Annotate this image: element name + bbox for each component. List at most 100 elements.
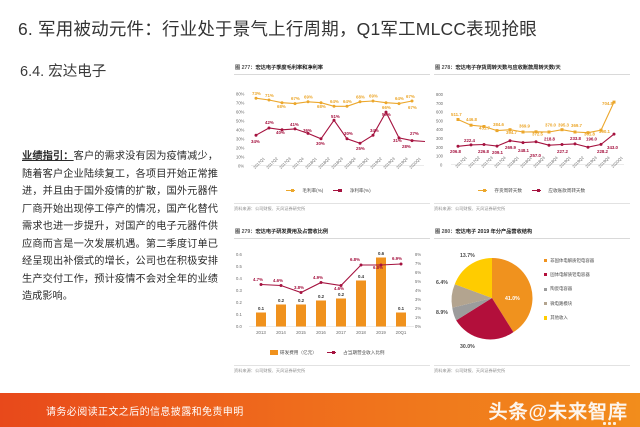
legend-item-net-margin: 净利率(%) <box>333 188 371 194</box>
chart-number-280: 图 280： <box>435 229 456 235</box>
svg-text:0: 0 <box>440 162 443 167</box>
legend-label: 占当期营业收入比例 <box>343 349 385 355</box>
svg-text:446.8: 446.8 <box>466 117 478 122</box>
svg-text:209.1: 209.1 <box>492 150 504 155</box>
svg-text:0%: 0% <box>238 163 244 168</box>
svg-text:2018: 2018 <box>356 330 366 335</box>
svg-text:27%: 27% <box>410 131 419 136</box>
svg-text:343.0: 343.0 <box>607 145 619 150</box>
svg-text:28%: 28% <box>402 144 411 149</box>
svg-text:70%: 70% <box>236 100 245 105</box>
svg-text:34%: 34% <box>251 139 260 144</box>
svg-text:704.8: 704.8 <box>602 101 614 106</box>
svg-text:511.7: 511.7 <box>451 112 462 117</box>
svg-text:2019Q1: 2019Q1 <box>558 154 572 168</box>
svg-text:233.8: 233.8 <box>570 136 582 141</box>
svg-text:6.8%: 6.8% <box>373 265 383 270</box>
svg-text:42%: 42% <box>265 120 274 125</box>
svg-text:370.0: 370.0 <box>545 122 557 127</box>
legend-row: 其他收入 <box>544 315 594 321</box>
chart-title-279: 图 279：宏达电子研发费用及占营收比例 <box>234 228 430 235</box>
chart-panel-277: 图 277：宏达电子季度毛利率和净利率 80% 70% 60% 50% 40% 30%… <box>234 64 430 218</box>
page-title: 6. 军用被动元件：行业处于景气上行周期，Q1军工MLCC表现抢眼 <box>18 19 537 39</box>
chart-title-277: 图 277：宏达电子季度毛利率和净利率 <box>234 64 430 71</box>
chart-name-278: 宏达电子存货周转天数与应收账款周转天数/天 <box>455 65 561 71</box>
svg-text:64%: 64% <box>395 96 404 101</box>
svg-text:228.2: 228.2 <box>597 149 609 154</box>
svg-text:1%: 1% <box>415 315 421 320</box>
title-divider <box>234 237 430 239</box>
svg-text:257.0: 257.0 <box>530 153 542 158</box>
legend-swatch <box>544 316 548 320</box>
svg-text:20Q1: 20Q1 <box>396 330 407 335</box>
svg-text:2020Q1: 2020Q1 <box>610 154 624 168</box>
svg-text:0.6: 0.6 <box>236 252 242 257</box>
svg-text:2019Q2: 2019Q2 <box>571 154 585 168</box>
chart-legend-278: 存货周转天数 应收账款周转天数 <box>478 188 585 194</box>
chart-canvas-280: 41.0% 30.0% 8.9% 6.4% 13.7% 非固体电解质钽电容器 固… <box>434 240 630 364</box>
legend-label: 固体电解质钽电容器 <box>550 271 590 277</box>
svg-text:2%: 2% <box>415 306 421 311</box>
svg-text:30%: 30% <box>344 131 353 136</box>
title-divider <box>234 73 430 75</box>
svg-text:67%: 67% <box>408 105 417 110</box>
chart-title-278: 图 278：宏达电子存货周转天数与应收账款周转天数/天 <box>434 64 630 71</box>
svg-text:0.4: 0.4 <box>358 274 365 279</box>
svg-text:2018Q3: 2018Q3 <box>330 155 344 169</box>
svg-text:0.2: 0.2 <box>298 298 305 303</box>
legend-swatch-line <box>478 189 487 192</box>
svg-text:3%: 3% <box>415 297 421 302</box>
svg-text:2019Q2: 2019Q2 <box>369 155 383 169</box>
svg-text:8.9%: 8.9% <box>436 310 448 316</box>
watermark-logo: 头条@未来智库 <box>488 402 628 423</box>
svg-text:2019Q4: 2019Q4 <box>395 155 409 169</box>
legend-swatch-dot <box>483 188 487 193</box>
svg-text:59%: 59% <box>382 112 391 117</box>
chart-number-277: 图 277： <box>235 65 256 71</box>
svg-text:222.4: 222.4 <box>464 138 476 143</box>
legend-swatch-dot <box>536 188 541 193</box>
chart-title-280: 图 280：宏达电子 2019 年分产品营收结构 <box>434 228 630 235</box>
svg-text:2019Q4: 2019Q4 <box>597 154 611 168</box>
svg-text:71%: 71% <box>265 93 274 98</box>
svg-text:80%: 80% <box>236 91 245 96</box>
svg-text:30.0%: 30.0% <box>460 344 475 350</box>
svg-text:0.3: 0.3 <box>236 288 242 293</box>
legend-label: 毛利率(%) <box>302 187 324 193</box>
svg-text:0.2: 0.2 <box>278 298 285 303</box>
svg-text:6%: 6% <box>415 270 421 275</box>
legend-label: 微电路模块 <box>550 300 573 306</box>
legend-label: 陶瓷电容器 <box>550 286 573 292</box>
chart-name-277: 宏达电子季度毛利率和净利率 <box>255 65 323 71</box>
svg-text:369.7: 369.7 <box>571 123 583 128</box>
line-chart-278: 800 700 600 500 400 300 200 100 0 <box>436 92 624 169</box>
svg-text:40%: 40% <box>276 130 285 135</box>
chart-source-279: 资料来源：公司财报、天风证券研究所 <box>234 364 430 375</box>
svg-text:30%: 30% <box>236 136 245 141</box>
svg-text:25%: 25% <box>356 146 365 151</box>
svg-text:2017Q3: 2017Q3 <box>278 155 292 169</box>
chart-source-278: 资料来源：公司财报、天风证券研究所 <box>434 202 630 213</box>
chart-source-277: 资料来源：公司财报、天风证券研究所 <box>234 202 430 213</box>
svg-text:196.0: 196.0 <box>586 136 598 141</box>
svg-text:248.1: 248.1 <box>518 148 530 153</box>
svg-text:2018Q4: 2018Q4 <box>343 155 357 169</box>
legend-swatch-dot <box>331 350 336 355</box>
chart-number-279: 图 279： <box>235 229 256 235</box>
chart-canvas-279: 0.6 0.5 0.4 0.3 0.2 0.1 0.0 8% 7% 6% 5% 4% 3% 2%… <box>234 240 430 364</box>
svg-text:269.9: 269.9 <box>505 145 517 150</box>
legend-row: 固体电解质钽电容器 <box>544 272 594 278</box>
svg-text:384.6: 384.6 <box>493 122 505 127</box>
svg-text:2013: 2013 <box>256 330 266 335</box>
svg-text:0.0: 0.0 <box>236 324 242 329</box>
svg-text:8%: 8% <box>415 252 421 257</box>
svg-text:13.7%: 13.7% <box>460 253 475 259</box>
svg-text:60%: 60% <box>236 109 245 114</box>
paragraph-text: 客户的需求没有因为疫情减少，随着客户企业陆续复工，各项目开始正常推进，并且由于国… <box>22 151 219 303</box>
legend-row: 微电路模块 <box>544 301 594 307</box>
svg-text:4.7%: 4.7% <box>253 277 263 282</box>
svg-text:3.8%: 3.8% <box>294 285 304 290</box>
svg-text:394.7: 394.7 <box>506 130 518 135</box>
legend-item-rd-ratio: 占当期营业收入比例 <box>326 349 385 356</box>
